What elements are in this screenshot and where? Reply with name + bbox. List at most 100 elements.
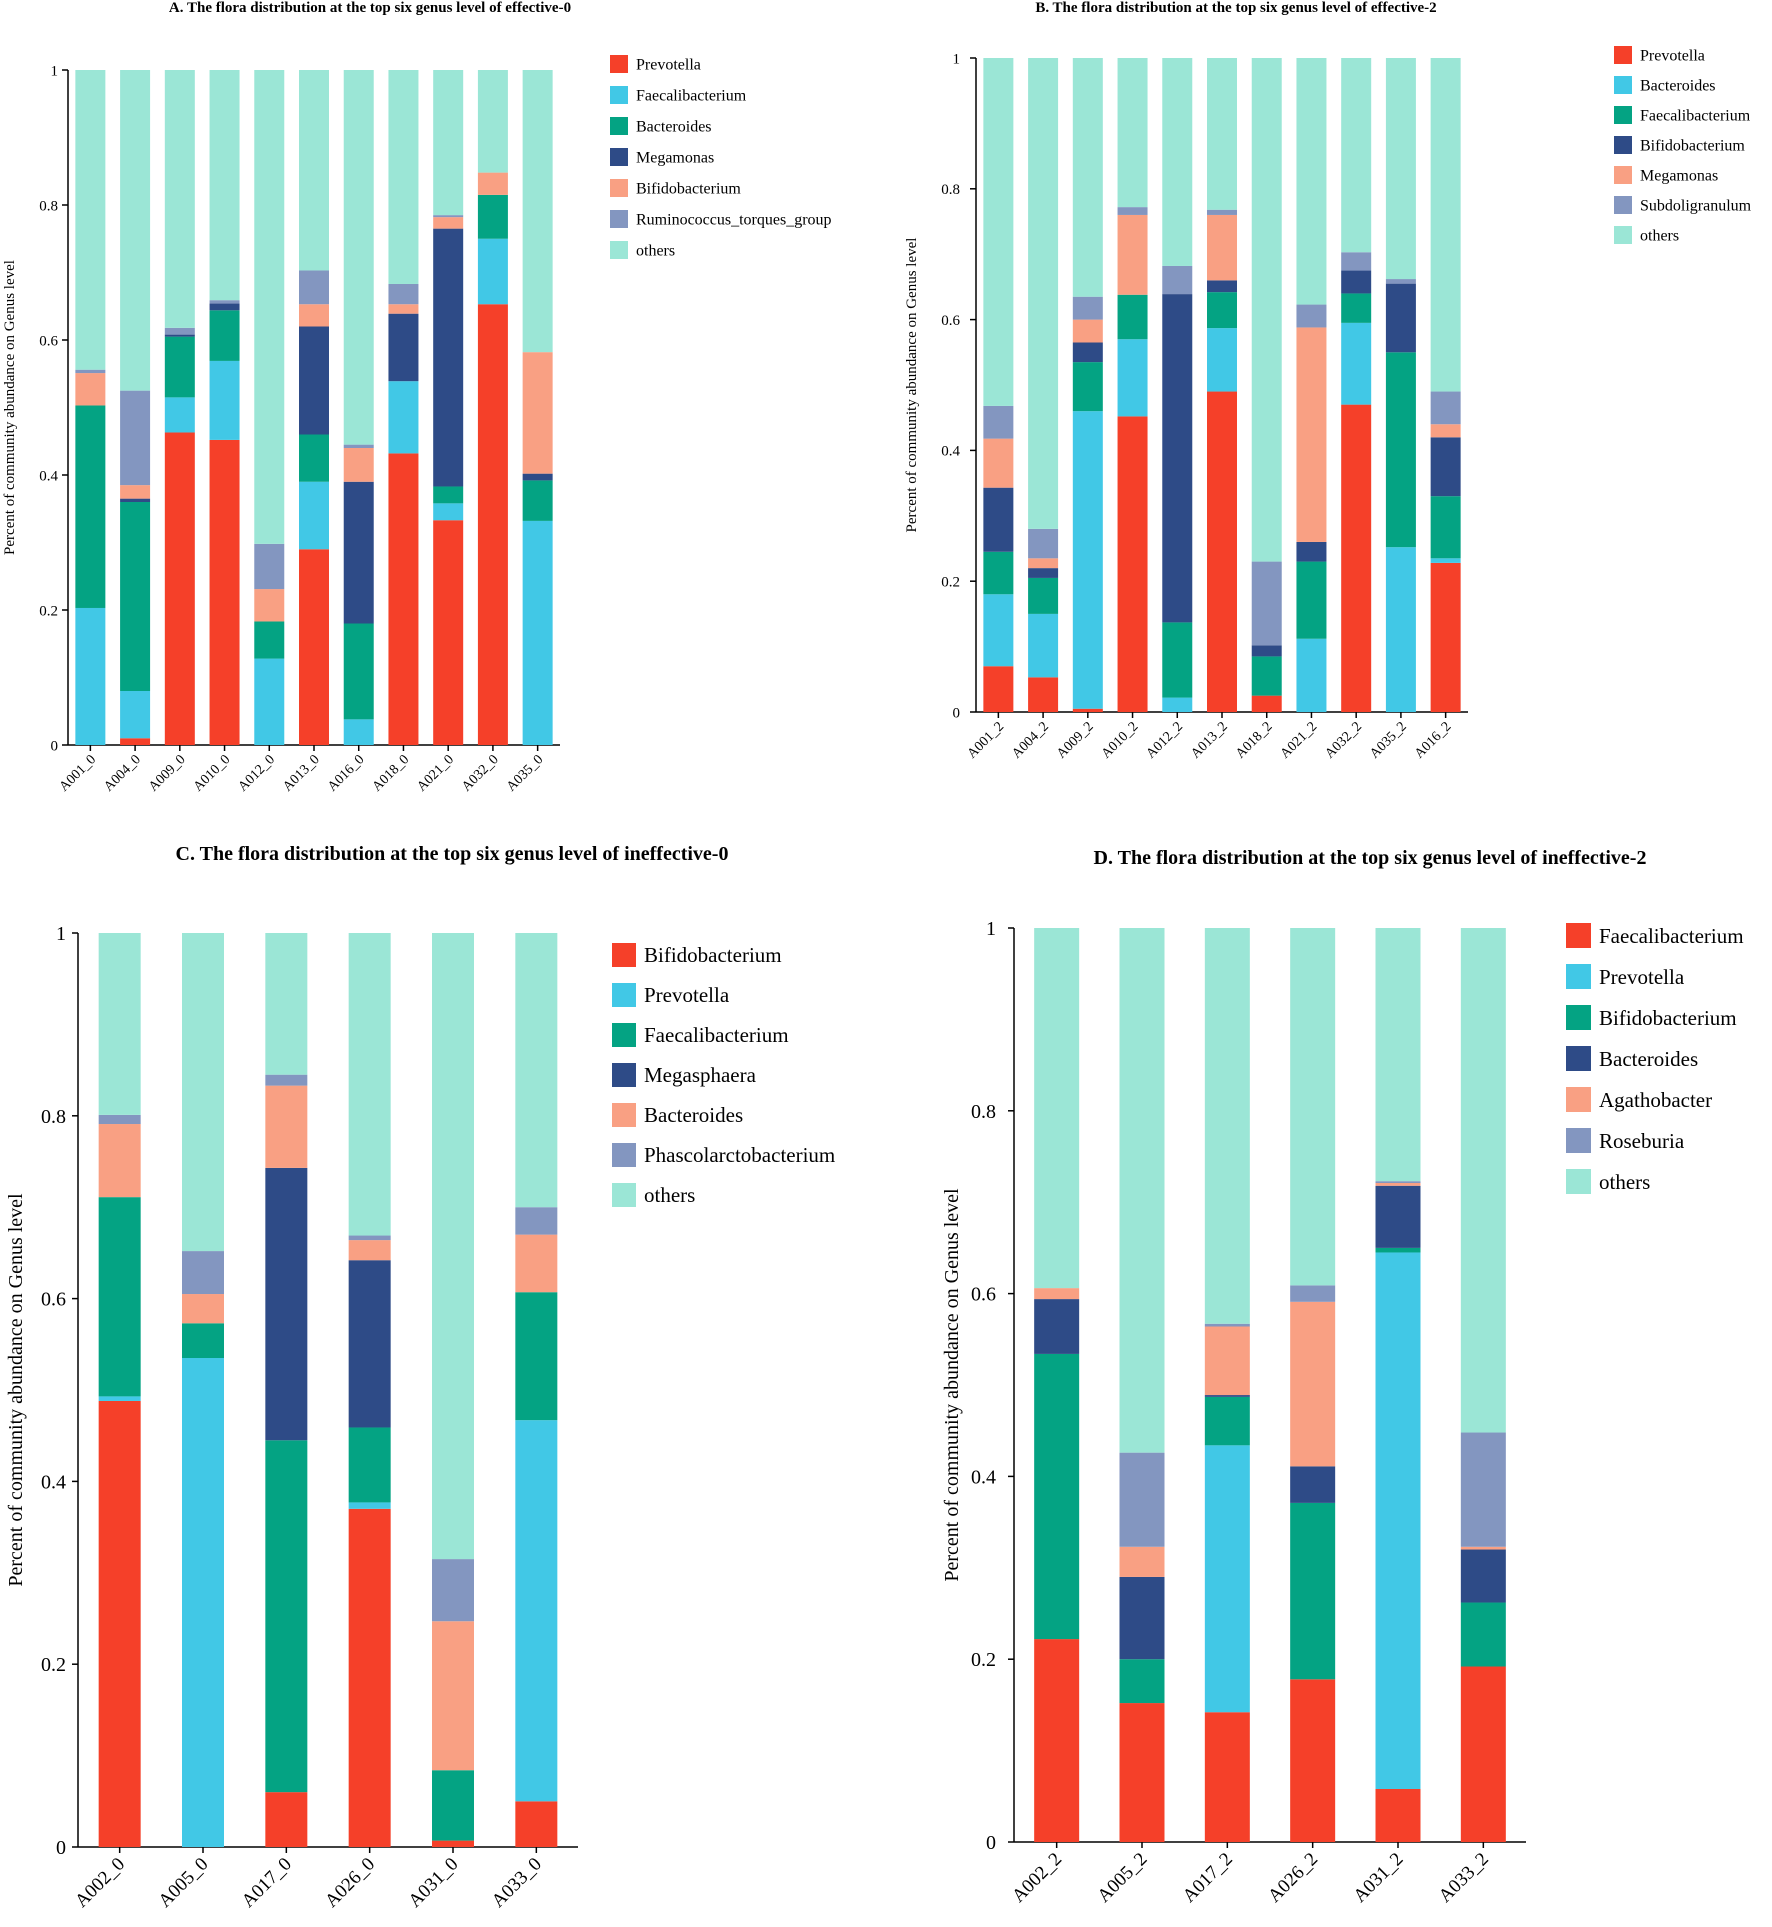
bar-segment-roseburia xyxy=(1119,1452,1165,1547)
x-tick-label: A031_0 xyxy=(404,1854,462,1912)
y-tick-label: 0.6 xyxy=(941,313,960,329)
legend-label: Bifidobacterium xyxy=(1599,1006,1737,1030)
legend-label: Agathobacter xyxy=(1599,1088,1712,1112)
bar-segment-prevotella xyxy=(164,432,195,745)
bar-segment-others xyxy=(348,933,391,1236)
bar-segment-faecalibacterium xyxy=(265,1440,308,1793)
bar-segment-bacteroides xyxy=(1460,1549,1506,1603)
bar-segment-roseburia xyxy=(1460,1432,1506,1547)
bar-segment-others xyxy=(522,70,553,353)
bar-segment-subdoligranulum xyxy=(1430,391,1461,425)
bar-segment-subdoligranulum xyxy=(1117,207,1148,215)
x-tick-label: A033_0 xyxy=(488,1854,546,1912)
bar-segment-faecalibacterium xyxy=(1341,293,1372,323)
bar-segment-bifidobacterium xyxy=(1207,280,1237,293)
legend-swatch xyxy=(610,179,628,197)
bar-segment-bacteroides xyxy=(1119,1576,1165,1660)
bar-segment-others xyxy=(1028,58,1059,529)
bar-segment-bacteroides xyxy=(1028,613,1059,678)
bar-segment-prevotella xyxy=(98,1396,141,1401)
bar-segment-faecalibacterium xyxy=(477,238,508,305)
x-tick-label: A004_2 xyxy=(1009,719,1052,762)
bar-segment-others xyxy=(1290,928,1336,1286)
x-tick-label: A009_2 xyxy=(1054,719,1097,762)
y-tick-label: 0.8 xyxy=(941,182,960,198)
legend-label: Prevotella xyxy=(1640,47,1705,64)
legend-swatch xyxy=(612,1063,636,1087)
bar-segment-bacteroides xyxy=(1290,1466,1336,1503)
chart-title: C. The flora distribution at the top six… xyxy=(176,843,729,865)
y-tick-label: 0.2 xyxy=(41,1654,66,1676)
bar-segment-others xyxy=(1072,58,1103,297)
x-tick-label: A018_0 xyxy=(370,752,413,795)
y-tick-label: 1 xyxy=(51,63,59,79)
bar-segment-bacteroides xyxy=(1385,547,1416,712)
legend-swatch xyxy=(1566,1005,1591,1030)
legend-swatch xyxy=(1566,1046,1591,1071)
bar-segment-ruminococcus-torques-group xyxy=(299,270,329,305)
bar-segment-bacteroides xyxy=(432,1621,474,1771)
bar-segment-bacteroides xyxy=(1162,697,1193,712)
bar-segment-bacteroides xyxy=(1296,638,1327,712)
bar-segment-megamonas xyxy=(388,313,419,382)
legend-swatch xyxy=(612,943,636,967)
x-tick-label: A001_0 xyxy=(57,752,100,795)
bar-segment-faecalibacterium xyxy=(1460,1666,1506,1842)
bar-segment-prevotella xyxy=(1207,391,1237,712)
bar-segment-faecalibacterium xyxy=(1204,1712,1250,1842)
bar-segment-ruminococcus-torques-group xyxy=(343,444,374,448)
bar-segment-others xyxy=(98,933,141,1115)
bar-segment-megamonas xyxy=(1296,327,1327,542)
legend-swatch xyxy=(1566,1128,1591,1153)
bar-segment-others xyxy=(1207,58,1237,210)
bar-segment-bifidobacterium xyxy=(983,487,1014,552)
bar-segment-faecalibacterium xyxy=(522,520,553,745)
bar-segment-faecalibacterium xyxy=(1296,561,1327,639)
bar-segment-bifidobacterium xyxy=(265,1792,308,1847)
y-axis-label: Percent of community abundance on Genus … xyxy=(5,1193,27,1587)
bar-segment-megamonas xyxy=(1207,214,1237,281)
y-axis-label: Percent of community abundance on Genus … xyxy=(2,260,18,555)
bar-segment-ruminococcus-torques-group xyxy=(254,543,285,590)
x-tick-label: A005_0 xyxy=(154,1854,212,1912)
bar-segment-others xyxy=(75,70,106,370)
x-tick-label: A035_0 xyxy=(504,752,547,795)
bar-segment-faecalibacterium xyxy=(1290,1679,1336,1842)
bar-segment-faecalibacterium xyxy=(1028,577,1059,614)
legend-swatch xyxy=(1614,226,1632,244)
chart-title: B. The flora distribution at the top six… xyxy=(1035,0,1436,16)
bar-segment-faecalibacterium xyxy=(388,381,419,454)
legend-label: Megasphaera xyxy=(644,1063,757,1087)
bar-segment-bifidobacterium xyxy=(477,172,508,195)
y-axis-label: Percent of community abundance on Genus … xyxy=(904,238,920,533)
x-tick-label: A018_2 xyxy=(1233,719,1276,762)
x-tick-label: A021_0 xyxy=(414,752,457,795)
bar-segment-bifidobacterium xyxy=(1460,1602,1506,1667)
legend-swatch xyxy=(1566,1169,1591,1194)
legend-label: Prevotella xyxy=(644,983,730,1007)
legend-label: others xyxy=(644,1183,695,1207)
bar-segment-prevotella xyxy=(120,738,151,745)
legend-swatch xyxy=(612,983,636,1007)
legend-label: Bacteroides xyxy=(644,1103,743,1127)
y-tick-label: 0.6 xyxy=(971,1284,996,1306)
x-tick-label: A001_2 xyxy=(965,719,1008,762)
x-tick-label: A017_0 xyxy=(238,1854,296,1912)
legend-label: others xyxy=(1599,1170,1650,1194)
bar-segment-others xyxy=(343,70,374,445)
bar-segment-prevotella xyxy=(433,520,464,745)
bar-segment-bifidobacterium xyxy=(1341,270,1372,294)
bar-segment-others xyxy=(1341,58,1372,253)
bar-segment-faecalibacterium xyxy=(983,551,1014,595)
bar-segment-bacteroides xyxy=(1034,1299,1080,1354)
x-tick-label: A031_2 xyxy=(1349,1849,1407,1907)
bar-segment-megamonas xyxy=(209,303,240,311)
bar-segment-faecalibacterium xyxy=(1117,294,1148,340)
y-tick-label: 0 xyxy=(56,1837,66,1859)
y-tick-label: 0.4 xyxy=(41,1471,66,1493)
bar-segment-faecalibacterium xyxy=(1385,352,1416,548)
bar-segment-prevotella xyxy=(1072,708,1103,712)
bar-segment-bacteroides xyxy=(1207,328,1237,392)
x-tick-label: A012_0 xyxy=(236,752,279,795)
x-tick-label: A002_0 xyxy=(71,1854,129,1912)
